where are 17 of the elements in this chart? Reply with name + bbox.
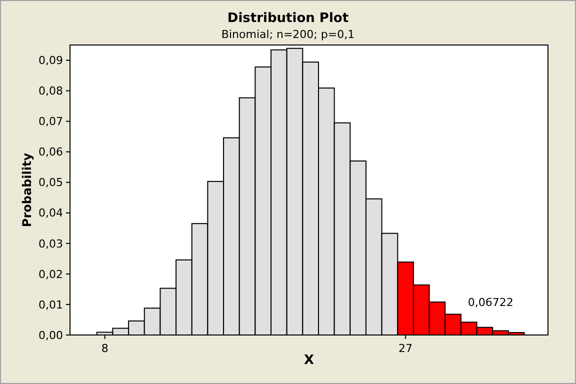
chart-subtitle: Binomial; n=200; p=0,1 bbox=[221, 28, 355, 41]
y-tick-label: 0,00 bbox=[38, 328, 63, 342]
y-tick-label: 0,03 bbox=[38, 237, 63, 250]
y-tick-label: 0,06 bbox=[38, 146, 63, 159]
x-tick-label: 8 bbox=[101, 342, 108, 355]
y-tick-label: 0,05 bbox=[38, 176, 63, 190]
y-tick-label: 0,02 bbox=[38, 268, 63, 281]
x-axis-title: X bbox=[304, 353, 314, 368]
chart-title: Distribution Plot bbox=[227, 11, 349, 26]
y-tick-label: 0,08 bbox=[38, 84, 63, 98]
x-tick-label: 27 bbox=[398, 342, 413, 355]
y-tick-label: 0,01 bbox=[38, 298, 63, 312]
y-axis-title: Probability bbox=[20, 152, 34, 228]
y-tick-label: 0,07 bbox=[38, 115, 63, 128]
annotation: 0,06722 bbox=[468, 296, 514, 309]
y-tick-label: 0,04 bbox=[38, 206, 63, 220]
y-tick-label: 0,09 bbox=[38, 54, 63, 68]
